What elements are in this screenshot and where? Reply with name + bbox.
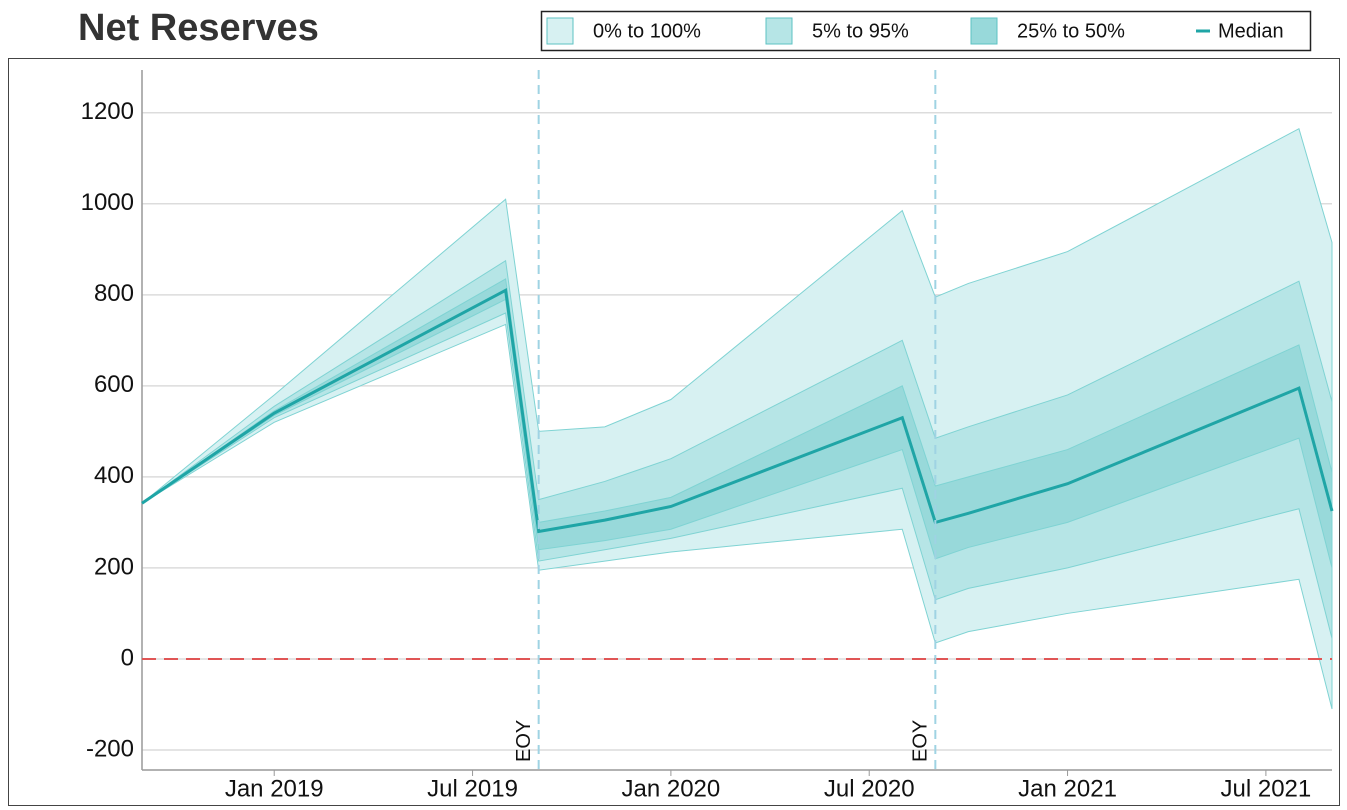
plot-frame	[8, 58, 1340, 806]
x-tick-label: Jan 2021	[1018, 775, 1117, 802]
legend-box	[540, 10, 1312, 52]
annotation-label: EOY	[910, 720, 932, 762]
legend-swatch	[765, 17, 793, 45]
y-tick-label: -200	[86, 735, 134, 762]
legend-label: 0% to 100%	[593, 20, 701, 42]
y-tick-label: 600	[94, 371, 134, 398]
x-tick-label: Jul 2020	[824, 775, 915, 802]
x-tick-label: Jul 2019	[427, 775, 518, 802]
legend-label: 5% to 95%	[812, 20, 909, 42]
legend-swatch	[970, 17, 998, 45]
median-line	[141, 287, 1334, 534]
y-tick-label: 200	[94, 553, 134, 580]
y-tick-label: 1000	[81, 189, 134, 216]
x-tick-label: Jan 2019	[225, 775, 324, 802]
x-tick-label: Jul 2021	[1221, 775, 1312, 802]
y-tick-label: 1200	[81, 98, 134, 125]
legend-swatch	[546, 17, 574, 45]
y-tick-label: 400	[94, 462, 134, 489]
y-tick-label: 800	[94, 280, 134, 307]
legend-label: Median	[1218, 20, 1284, 42]
x-tick-label: Jan 2020	[622, 775, 721, 802]
chart-title: Net Reserves	[78, 7, 319, 49]
legend-label: 25% to 50%	[1017, 20, 1125, 42]
y-tick-label: 0	[121, 644, 134, 671]
band	[141, 278, 1333, 569]
annotation-label: EOY	[513, 720, 535, 762]
